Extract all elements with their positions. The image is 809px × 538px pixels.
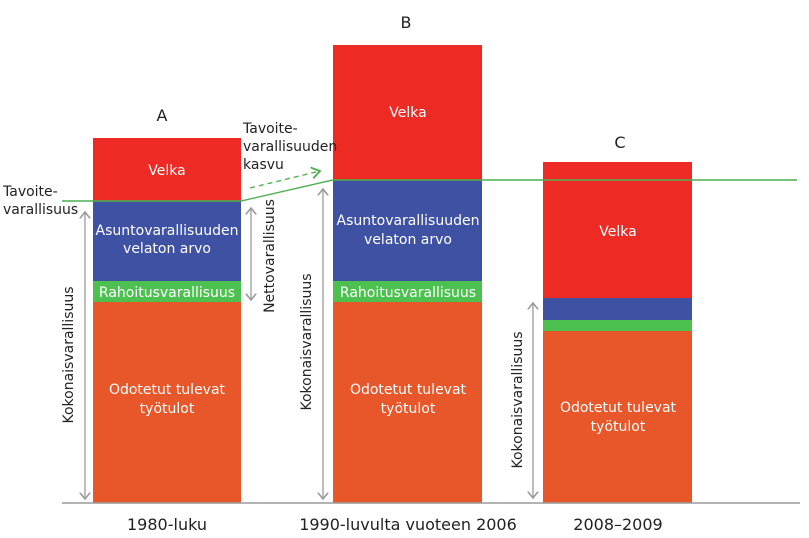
- total-wealth-label-c: Kokonaisvarallisuus: [510, 331, 526, 468]
- bar-a-rahoitus: [93, 281, 241, 302]
- bar-b-velka: [333, 45, 482, 180]
- bar-c-velka: [543, 162, 692, 298]
- total-wealth-label-a: Kokonaisvarallisuus: [61, 286, 77, 423]
- target-label-1: Tavoite-: [2, 184, 58, 200]
- net-wealth-label-a: Nettovarallisuus: [262, 199, 278, 313]
- bar-c-tyotulot-label-1: Odotetut tulevat: [560, 400, 677, 416]
- bar-a-asunto-label-1: Asuntovarallisuuden: [96, 223, 239, 239]
- bar-b-asunto-label-1: Asuntovarallisuuden: [337, 213, 480, 229]
- bar-a-velka: [93, 138, 241, 201]
- total-wealth-label-b: Kokonaisvarallisuus: [299, 273, 315, 410]
- bar-b-period: 1990-luvulta vuoteen 2006: [299, 515, 517, 534]
- bar-b-velka-label: Velka: [389, 105, 426, 121]
- target-growth-arrow: [249, 171, 320, 189]
- bar-c: Velka Odotetut tulevat työtulot C 2008–2…: [543, 133, 692, 534]
- bar-a-asunto: [93, 201, 241, 281]
- bar-c-asunto: [543, 298, 692, 320]
- bar-b-asunto: [333, 180, 482, 281]
- bar-a: Velka Asuntovarallisuuden velaton arvo R…: [93, 106, 241, 534]
- bar-c-letter: C: [614, 133, 625, 152]
- bar-b-rahoitus-label: Rahoitusvarallisuus: [340, 285, 476, 301]
- growth-label-2: varallisuuden: [243, 139, 337, 155]
- bar-a-asunto-label-2: velaton arvo: [123, 241, 211, 257]
- bar-a-tyotulot: [93, 302, 241, 503]
- bar-a-tyotulot-label-1: Odotetut tulevat: [109, 382, 226, 398]
- bar-c-tyotulot: [543, 331, 692, 503]
- bar-a-period: 1980-luku: [127, 515, 207, 534]
- bar-b-rahoitus: [333, 281, 482, 302]
- target-wealth-line: [62, 179, 797, 202]
- growth-label-1: Tavoite-: [242, 121, 298, 137]
- bar-a-rahoitus-label: Rahoitusvarallisuus: [99, 285, 235, 301]
- bar-b-tyotulot-label-1: Odotetut tulevat: [350, 382, 467, 398]
- bar-c-tyotulot-label-2: työtulot: [591, 419, 646, 435]
- bar-b-tyotulot-label-2: työtulot: [381, 401, 436, 417]
- growth-label-3: kasvu: [243, 157, 284, 173]
- bar-c-velka-label: Velka: [599, 224, 636, 240]
- bar-a-tyotulot-label-2: työtulot: [140, 401, 195, 417]
- bar-b-letter: B: [401, 13, 412, 32]
- bar-c-rahoitus: [543, 320, 692, 331]
- bar-b-asunto-label-2: velaton arvo: [364, 232, 452, 248]
- bar-a-velka-label: Velka: [148, 163, 185, 179]
- target-label-2: varallisuus: [3, 202, 78, 218]
- bar-b-tyotulot: [333, 302, 482, 503]
- bar-c-period: 2008–2009: [573, 515, 662, 534]
- bar-b: Velka Asuntovarallisuuden velaton arvo R…: [299, 13, 517, 534]
- bar-a-letter: A: [157, 106, 168, 125]
